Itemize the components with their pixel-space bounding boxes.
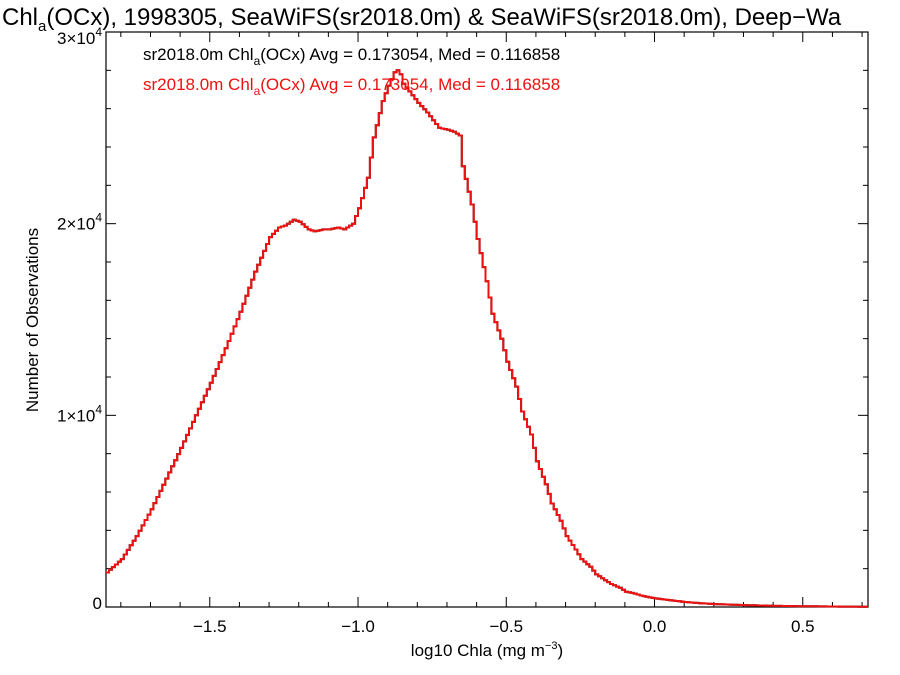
legend-entry-1: sr2018.0m Chla(OCx) Avg = 0.173054, Med … — [143, 45, 560, 68]
x-tick-label: −1.0 — [341, 617, 375, 636]
x-tick-label: 0.5 — [791, 617, 815, 636]
y-tick-label: 0 — [93, 594, 102, 613]
y-tick-label: 1×104 — [57, 402, 102, 425]
y-axis-label: Number of Observations — [23, 228, 42, 412]
y-tick-label: 2×104 — [57, 211, 102, 234]
x-tick-labels: −1.5 −1.0 −0.5 0.0 0.5 — [193, 617, 815, 636]
chart-title: Chla(OCx), 1998305, SeaWiFS(sr2018.0m) &… — [2, 4, 842, 35]
y-tick-labels: 0 1×104 2×104 3×104 — [57, 25, 102, 613]
series-line-2 — [106, 69, 868, 608]
y-tick-label: 3×104 — [57, 25, 102, 48]
legend-entry-2: sr2018.0m Chla(OCx) Avg = 0.173054, Med … — [143, 75, 560, 98]
x-tick-label: 0.0 — [643, 617, 667, 636]
plot-frame — [105, 31, 869, 608]
x-tick-label: −0.5 — [489, 617, 523, 636]
x-tick-label: −1.5 — [193, 617, 227, 636]
axis-ticks — [106, 31, 868, 608]
x-axis-label: log10 Chla (mg m−3) — [411, 640, 563, 660]
series-lines — [106, 69, 868, 608]
